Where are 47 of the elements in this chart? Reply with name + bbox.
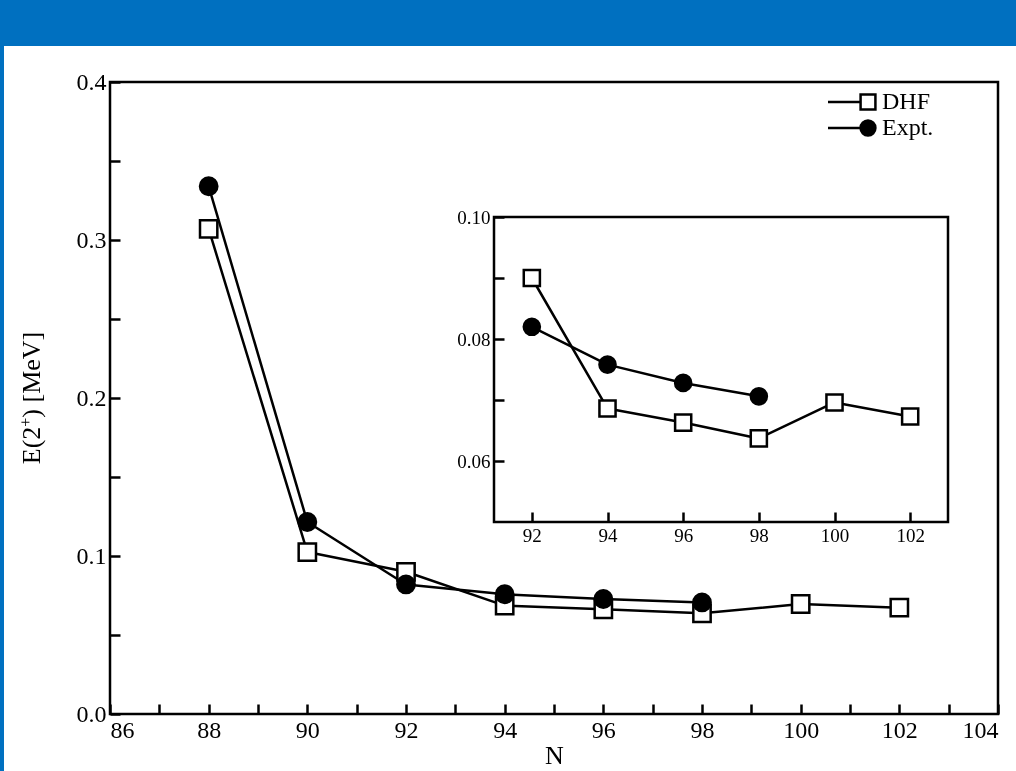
point bbox=[198, 219, 219, 239]
x-tick-label: 102 bbox=[896, 524, 925, 546]
x-axis-title: N bbox=[545, 740, 565, 770]
x-tick-label: 100 bbox=[783, 716, 820, 743]
point bbox=[673, 413, 693, 432]
x-tick-label: 104 bbox=[962, 716, 999, 743]
point bbox=[396, 574, 416, 595]
legend-label: DHF bbox=[882, 88, 931, 114]
point bbox=[198, 176, 219, 197]
x-tick-label: 96 bbox=[591, 716, 616, 743]
point bbox=[522, 317, 542, 337]
x-tick-label: 86 bbox=[110, 716, 135, 743]
x-tick-label: 90 bbox=[295, 716, 320, 743]
y-tick-label: 0.2 bbox=[76, 384, 107, 411]
point bbox=[593, 589, 614, 609]
point bbox=[749, 387, 769, 406]
point bbox=[598, 355, 617, 374]
y-tick-label: 0.0 bbox=[76, 700, 107, 727]
point bbox=[790, 594, 811, 614]
point bbox=[494, 584, 515, 605]
point bbox=[673, 373, 693, 393]
point bbox=[297, 542, 318, 562]
y-tick-label: 0.08 bbox=[457, 328, 491, 350]
point bbox=[825, 393, 844, 412]
y-tick-label: 0.10 bbox=[457, 206, 491, 228]
x-tick-label: 94 bbox=[598, 524, 618, 546]
y-tick-label: 0.4 bbox=[76, 68, 107, 95]
legend-label: Expt. bbox=[882, 114, 934, 140]
x-tick-label: 88 bbox=[197, 716, 222, 743]
point bbox=[889, 597, 910, 618]
x-tick-label: 94 bbox=[493, 716, 518, 743]
x-tick-label: 96 bbox=[674, 524, 694, 546]
y-tick-label: 0.1 bbox=[76, 542, 107, 569]
y-tick-label: 0.06 bbox=[457, 450, 491, 472]
x-tick-label: 98 bbox=[690, 716, 715, 743]
x-tick-label: 92 bbox=[522, 524, 542, 546]
point bbox=[522, 268, 542, 288]
point bbox=[900, 407, 920, 426]
x-tick-label: 102 bbox=[881, 716, 918, 743]
x-tick-label: 100 bbox=[820, 524, 850, 546]
point bbox=[749, 429, 769, 448]
x-tick-label: 98 bbox=[749, 524, 769, 546]
point bbox=[297, 512, 318, 532]
point bbox=[692, 592, 712, 613]
y-tick-label: 0.3 bbox=[76, 226, 107, 253]
x-tick-label: 92 bbox=[394, 716, 419, 743]
point bbox=[598, 399, 617, 418]
